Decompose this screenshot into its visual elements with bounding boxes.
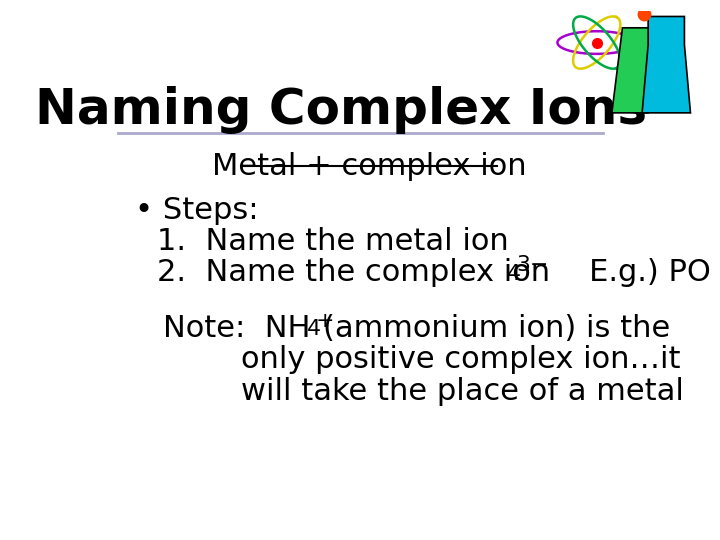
Text: +: + bbox=[315, 310, 334, 330]
Text: only positive complex ion…it: only positive complex ion…it bbox=[240, 346, 680, 374]
Text: 4: 4 bbox=[507, 264, 521, 284]
Text: 2.  Name the complex ion    E.g.) PO: 2. Name the complex ion E.g.) PO bbox=[157, 258, 711, 287]
Text: 1.  Name the metal ion: 1. Name the metal ion bbox=[157, 227, 509, 256]
Polygon shape bbox=[642, 16, 690, 113]
Text: Note:  NH: Note: NH bbox=[163, 314, 310, 343]
Text: 4: 4 bbox=[307, 319, 321, 339]
Text: (ammonium ion) is the: (ammonium ion) is the bbox=[323, 314, 670, 343]
Text: Naming Complex Ions: Naming Complex Ions bbox=[35, 85, 647, 133]
Polygon shape bbox=[612, 28, 672, 113]
Text: Metal + complex ion: Metal + complex ion bbox=[212, 152, 526, 181]
Text: 3−: 3− bbox=[517, 255, 549, 275]
Text: • Steps:: • Steps: bbox=[135, 196, 258, 225]
Text: will take the place of a metal: will take the place of a metal bbox=[240, 377, 683, 406]
